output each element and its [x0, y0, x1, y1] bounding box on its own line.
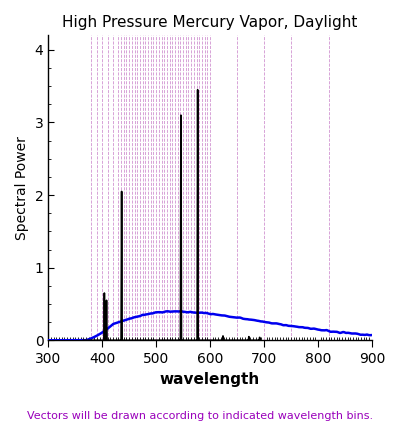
X-axis label: wavelength: wavelength — [160, 371, 260, 387]
Text: Vectors will be drawn according to indicated wavelength bins.: Vectors will be drawn according to indic… — [27, 411, 373, 421]
Title: High Pressure Mercury Vapor, Daylight: High Pressure Mercury Vapor, Daylight — [62, 15, 358, 30]
Y-axis label: Spectral Power: Spectral Power — [15, 136, 29, 240]
